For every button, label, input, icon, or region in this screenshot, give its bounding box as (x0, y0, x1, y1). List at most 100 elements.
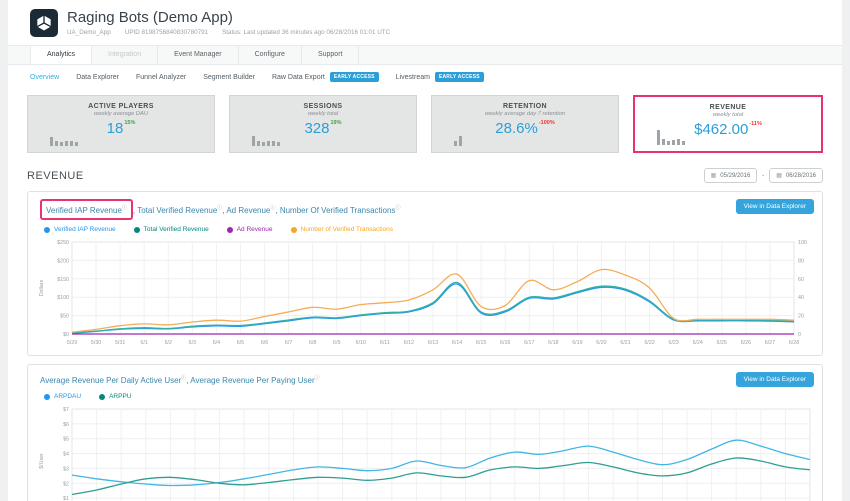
metric-link-arppu[interactable]: Average Revenue Per Paying Userⓘ (190, 375, 320, 385)
kpi-cards: ACTIVE PLAYERS weekly average DAU 1815% … (8, 88, 842, 153)
svg-text:$5: $5 (63, 437, 69, 443)
date-range: ▦ 05/29/2016 - ▦ 06/28/2016 (703, 168, 823, 183)
metric-card-retention[interactable]: RETENTION weekly average day 7 retention… (431, 95, 619, 153)
svg-text:6/6: 6/6 (261, 340, 268, 346)
svg-text:6/27: 6/27 (765, 340, 775, 346)
spark-bar (682, 140, 685, 145)
subnav-raw-data-export[interactable]: Raw Data Export EARLY ACCESS (272, 72, 379, 82)
metric-card-revenue[interactable]: REVENUE weekly total $462.00-11% (633, 95, 823, 153)
revenue-section-header: REVENUE ▦ 05/29/2016 - ▦ 06/28/2016 (27, 168, 823, 183)
spark-bar (70, 141, 73, 146)
card-value-number: 28.6% (495, 120, 538, 137)
svg-text:6/17: 6/17 (524, 340, 534, 346)
svg-text:6/9: 6/9 (333, 340, 340, 346)
legend-total-verified-revenue[interactable]: Total Verified Revenue (133, 226, 209, 233)
tab-configure[interactable]: Configure (239, 46, 302, 64)
early-access-badge: EARLY ACCESS (434, 72, 484, 82)
legend-arpdau[interactable]: ARPDAU (44, 393, 81, 400)
tab-analytics[interactable]: Analytics (30, 46, 93, 64)
legend-ad-revenue[interactable]: Ad Revenue (226, 226, 273, 233)
info-icon[interactable]: ⓘ (270, 205, 276, 211)
legend-verified-iap-revenue[interactable]: Verified IAP Revenue (44, 226, 116, 233)
subnav-funnel-analyzer[interactable]: Funnel Analyzer (135, 73, 187, 81)
unity-logo-icon[interactable] (30, 9, 58, 37)
app-title: Raging Bots (Demo App) (67, 9, 233, 26)
svg-text:6/14: 6/14 (452, 340, 462, 346)
metric-link-number-of-verified-transactions[interactable]: Number Of Verified Transactionsⓘ (280, 205, 401, 215)
legend-dot (226, 226, 233, 233)
arpu-chart-panel: Average Revenue Per Daily Active Userⓘ, … (27, 364, 823, 501)
info-icon[interactable]: ⓘ (395, 205, 401, 211)
info-icon[interactable]: ⓘ (314, 375, 320, 381)
subnav-segment-builder[interactable]: Segment Builder (203, 73, 255, 81)
svg-text:6/13: 6/13 (428, 340, 438, 346)
spark-bar (662, 139, 665, 145)
metric-link-arpdau[interactable]: Average Revenue Per Daily Active Userⓘ (40, 375, 187, 385)
svg-text:$100: $100 (57, 295, 69, 301)
view-in-data-explorer-button[interactable]: View in Data Explorer (735, 199, 814, 214)
date-from-picker[interactable]: ▦ 05/29/2016 (703, 168, 758, 183)
metric-link-total-verified-revenue[interactable]: Total Verified Revenueⓘ (137, 205, 223, 215)
legend-number-of-verified-transactions[interactable]: Number of Verified Transactions (290, 226, 393, 233)
legend-label: Total Verified Revenue (143, 226, 209, 233)
spark-bar (50, 137, 53, 146)
svg-text:$/User: $/User (39, 453, 45, 469)
svg-text:6/23: 6/23 (669, 340, 679, 346)
info-icon[interactable]: ⓘ (217, 205, 223, 211)
spark-bar (257, 140, 260, 146)
card-title: REVENUE (709, 104, 747, 111)
svg-text:$4: $4 (63, 452, 69, 458)
legend-label: ARPDAU (54, 393, 82, 400)
subnav-livestream-label: Livestream (395, 73, 430, 81)
metric-link-label: Total Verified Revenue (137, 206, 218, 215)
subnav-raw-data-export-label: Raw Data Export (271, 73, 325, 81)
metric-card-active-players[interactable]: ACTIVE PLAYERS weekly average DAU 1815% (27, 95, 215, 153)
subnav-overview[interactable]: Overview (30, 73, 60, 81)
tab-integration[interactable]: Integration (92, 46, 159, 64)
revenue-chart-panel: Verified IAP Revenueⓘ, Total Verified Re… (27, 191, 823, 356)
svg-text:6/24: 6/24 (693, 340, 703, 346)
svg-text:6/1: 6/1 (141, 340, 148, 346)
spark-bar (277, 141, 280, 146)
svg-text:0: 0 (798, 332, 801, 338)
legend-arppu[interactable]: ARPPU (99, 393, 132, 400)
svg-text:6/19: 6/19 (572, 340, 582, 346)
app-header: Raging Bots (Demo App) UA_Demo_App UPID … (8, 0, 842, 40)
metric-link-verified-iap-revenue[interactable]: Verified IAP Revenueⓘ (40, 199, 133, 220)
tab-support[interactable]: Support (302, 46, 360, 64)
svg-text:6/26: 6/26 (741, 340, 751, 346)
svg-text:5/31: 5/31 (115, 340, 125, 346)
svg-text:$200: $200 (57, 258, 69, 264)
date-to-picker[interactable]: ▦ 06/28/2016 (769, 168, 823, 183)
svg-text:20: 20 (798, 314, 804, 320)
date-from-value: 05/29/2016 (720, 172, 751, 179)
info-icon[interactable]: ⓘ (121, 205, 127, 211)
metric-link-label: Verified IAP Revenue (46, 206, 122, 215)
legend-dot (290, 226, 297, 233)
revenue-line-chart[interactable]: 5/29 5/30 5/31 6/1 6/2 6/3 6/4 6/5 6/6 6/7 6/8 6/9 6… (34, 236, 822, 348)
svg-text:100: 100 (798, 240, 807, 246)
card-title: ACTIVE PLAYERS (88, 103, 154, 110)
svg-text:6/11: 6/11 (380, 340, 390, 346)
metric-card-sessions[interactable]: SESSIONS weekly total 32819% (229, 95, 417, 153)
info-icon[interactable]: ⓘ (181, 375, 187, 381)
metric-link-label: Average Revenue Per Paying User (190, 376, 315, 385)
tab-event-manager[interactable]: Event Manager (158, 46, 239, 64)
metric-link-label: Ad Revenue (226, 206, 271, 215)
spark-bar (667, 140, 670, 145)
title-separator: , (132, 206, 138, 215)
svg-text:$1: $1 (63, 496, 69, 501)
card-delta: -11% (749, 121, 762, 127)
card-subtitle: weekly average day 7 retention (484, 111, 566, 117)
subnav-data-explorer[interactable]: Data Explorer (76, 73, 119, 81)
card-subtitle: weekly total (307, 111, 339, 117)
spark-bar (252, 136, 255, 146)
legend-label: Ad Revenue (236, 226, 273, 233)
view-in-data-explorer-button[interactable]: View in Data Explorer (735, 372, 814, 387)
svg-text:6/4: 6/4 (213, 340, 220, 346)
metric-link-ad-revenue[interactable]: Ad Revenueⓘ (226, 205, 276, 215)
arpu-line-chart[interactable]: 5/295/305/316/16/26/36/46/56/66/76/86/96… (34, 403, 822, 501)
spark-bar (459, 135, 462, 146)
legend-label: ARPPU (109, 393, 132, 400)
subnav-livestream[interactable]: Livestream EARLY ACCESS (396, 72, 484, 82)
